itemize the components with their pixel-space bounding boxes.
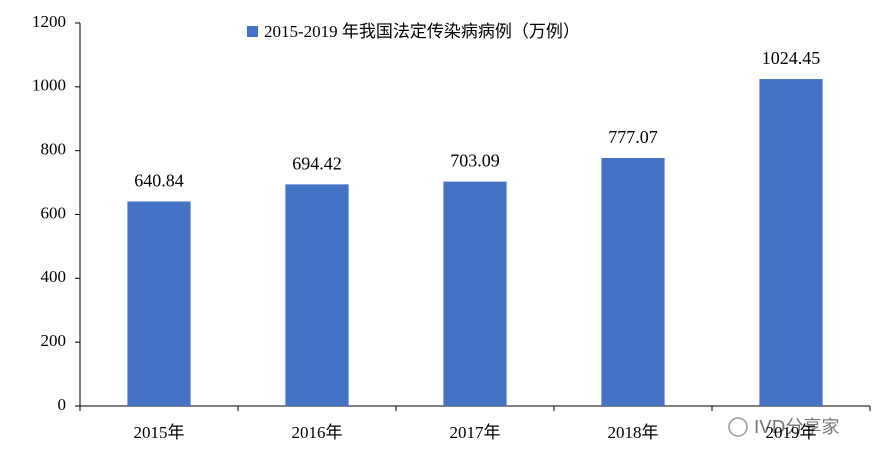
y-tick-label: 0 — [58, 395, 67, 414]
y-tick-label: 400 — [41, 267, 67, 286]
legend-swatch — [247, 26, 258, 37]
value-label: 694.42 — [292, 153, 342, 173]
y-tick-label: 1000 — [32, 76, 66, 95]
y-tick-label: 200 — [41, 331, 67, 350]
bar — [443, 181, 507, 406]
watermark-text: IVD分享家 — [754, 417, 839, 438]
bar — [127, 201, 191, 406]
x-tick-label: 2016年 — [292, 423, 343, 442]
x-tick-label: 2018年 — [608, 423, 659, 442]
bar — [601, 157, 665, 406]
value-label: 703.09 — [450, 151, 500, 171]
value-label: 640.84 — [134, 171, 184, 191]
x-tick-label: 2017年 — [450, 423, 501, 442]
legend-label: 2015-2019 年我国法定传染病病例（万例） — [264, 22, 580, 41]
bar — [759, 79, 823, 406]
value-label: 777.07 — [608, 127, 658, 147]
x-tick-label: 2015年 — [134, 423, 185, 442]
x-tick-label: 2019年 — [766, 423, 817, 442]
y-tick-label: 600 — [41, 203, 67, 222]
bar — [285, 184, 349, 406]
y-tick-label: 800 — [41, 140, 67, 159]
value-label: 1024.45 — [762, 48, 821, 68]
watermark: IVD分享家 — [728, 417, 839, 438]
y-tick-label: 1200 — [32, 12, 66, 31]
watermark-icon — [728, 417, 748, 437]
